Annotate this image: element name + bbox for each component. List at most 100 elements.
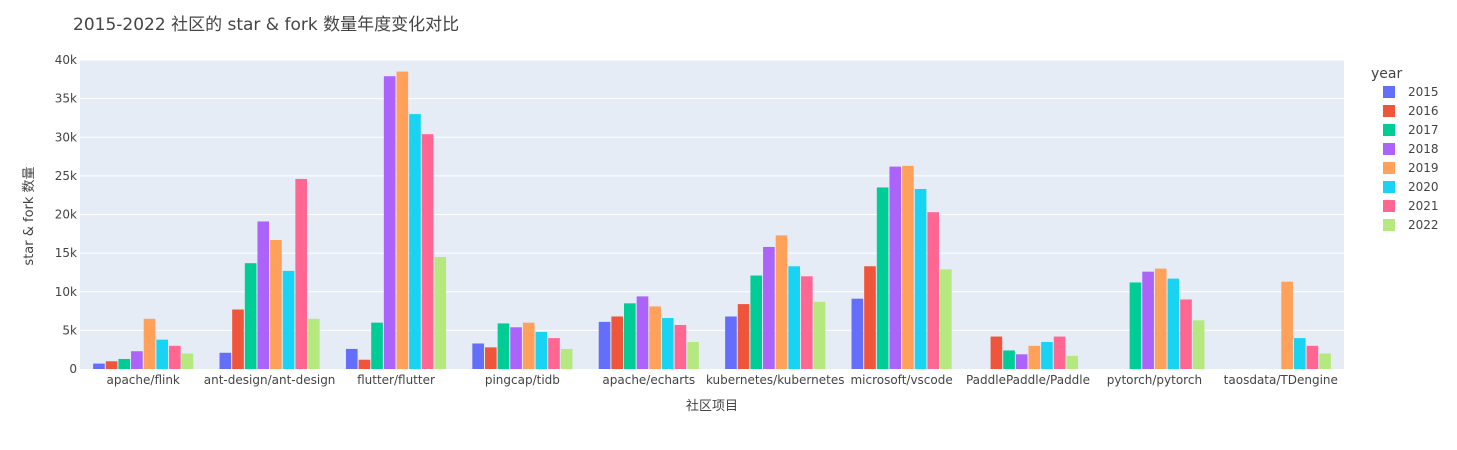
- bar-2016[interactable]: [611, 316, 624, 369]
- x-tick-label: kubernetes/kubernetes: [706, 373, 845, 387]
- bar-2015[interactable]: [598, 321, 611, 369]
- y-tick-label: 5k: [62, 323, 77, 337]
- bar-2020[interactable]: [156, 339, 168, 369]
- bar-2017[interactable]: [118, 358, 131, 369]
- bar-2020[interactable]: [1041, 341, 1053, 369]
- y-tick-label: 30k: [55, 130, 77, 144]
- bar-2020[interactable]: [409, 114, 421, 369]
- bar-2020[interactable]: [282, 270, 295, 369]
- bar-2020[interactable]: [788, 266, 800, 369]
- bar-2021[interactable]: [168, 345, 181, 369]
- bar-2022[interactable]: [308, 318, 320, 369]
- legend-swatch-2018[interactable]: [1383, 143, 1395, 155]
- bar-2015[interactable]: [472, 343, 484, 369]
- bar-2020[interactable]: [1293, 338, 1306, 369]
- bar-2021[interactable]: [1053, 336, 1066, 369]
- bar-2016[interactable]: [484, 347, 497, 369]
- bar-2022[interactable]: [560, 348, 573, 369]
- bar-2018[interactable]: [510, 327, 522, 369]
- bar-2019[interactable]: [396, 71, 409, 370]
- plot-area: [80, 59, 1344, 370]
- bar-2015[interactable]: [345, 348, 358, 369]
- bar-2019[interactable]: [1028, 345, 1041, 369]
- legend-label-2020[interactable]: 2020: [1408, 180, 1439, 194]
- bar-2019[interactable]: [522, 322, 535, 369]
- bar-2022[interactable]: [181, 353, 194, 369]
- bar-2017[interactable]: [750, 275, 763, 369]
- bar-2018[interactable]: [1142, 271, 1154, 369]
- bar-2020[interactable]: [914, 189, 927, 369]
- bar-2020[interactable]: [661, 318, 674, 369]
- bar-2019[interactable]: [1154, 268, 1167, 369]
- y-tick-label: 25k: [55, 169, 77, 183]
- bar-2018[interactable]: [257, 221, 270, 369]
- bar-2022[interactable]: [940, 269, 952, 369]
- bar-2015[interactable]: [93, 363, 105, 369]
- x-axis: apache/flink ant-design/ant-design flutter…: [106, 373, 1337, 387]
- bar-2022[interactable]: [1319, 353, 1331, 369]
- bar-2021[interactable]: [674, 324, 687, 369]
- legend-label-2018[interactable]: 2018: [1408, 142, 1439, 156]
- bar-2021[interactable]: [295, 178, 308, 369]
- bar-2018[interactable]: [1015, 354, 1028, 369]
- x-tick-label: flutter/flutter: [357, 373, 435, 387]
- legend-label-2017[interactable]: 2017: [1408, 123, 1439, 137]
- legend-swatch-2020[interactable]: [1383, 181, 1395, 193]
- bar-2018[interactable]: [763, 246, 775, 369]
- bar-2016[interactable]: [737, 304, 750, 369]
- bar-2021[interactable]: [800, 276, 813, 369]
- bar-2020[interactable]: [535, 331, 548, 369]
- legend-swatch-2016[interactable]: [1383, 105, 1395, 117]
- bar-2020[interactable]: [1167, 278, 1180, 369]
- bar-2016[interactable]: [105, 361, 118, 369]
- bar-2015[interactable]: [725, 316, 737, 369]
- legend-swatch-2021[interactable]: [1383, 200, 1395, 212]
- bar-2019[interactable]: [143, 318, 156, 369]
- bar-2022[interactable]: [1192, 320, 1205, 369]
- legend-swatch-2017[interactable]: [1383, 124, 1395, 136]
- bar-2021[interactable]: [548, 338, 560, 369]
- legend-swatch-2019[interactable]: [1383, 162, 1395, 174]
- bar-2017[interactable]: [244, 263, 257, 369]
- bar-2017[interactable]: [371, 322, 383, 369]
- bar-2022[interactable]: [434, 256, 447, 369]
- bar-2022[interactable]: [1066, 355, 1079, 369]
- bar-2021[interactable]: [1306, 345, 1319, 369]
- bar-2018[interactable]: [131, 351, 143, 369]
- bar-2021[interactable]: [1180, 299, 1192, 369]
- legend-label-2019[interactable]: 2019: [1408, 161, 1439, 175]
- bar-2016[interactable]: [990, 336, 1003, 369]
- legend-label-2015[interactable]: 2015: [1408, 85, 1439, 99]
- bar-2017[interactable]: [497, 323, 510, 369]
- bar-2021[interactable]: [421, 134, 434, 369]
- bar-2018[interactable]: [383, 76, 396, 369]
- bar-2016[interactable]: [358, 359, 371, 369]
- legend-label-2022[interactable]: 2022: [1408, 218, 1439, 232]
- legend-label-2021[interactable]: 2021: [1408, 199, 1439, 213]
- bar-2019[interactable]: [775, 235, 788, 369]
- bar-2019[interactable]: [902, 165, 914, 369]
- bar-2016[interactable]: [232, 309, 244, 369]
- legend-label-2016[interactable]: 2016: [1408, 104, 1439, 118]
- x-tick-label: pytorch/pytorch: [1107, 373, 1202, 387]
- bar-2017[interactable]: [876, 187, 889, 369]
- bar-2019[interactable]: [649, 306, 661, 369]
- y-tick-label: 40k: [55, 53, 77, 67]
- legend-swatch-2022[interactable]: [1383, 219, 1395, 231]
- legend-swatch-2015[interactable]: [1383, 86, 1395, 98]
- bar-2018[interactable]: [636, 296, 649, 369]
- bar-2018[interactable]: [889, 166, 902, 369]
- bar-2021[interactable]: [927, 212, 940, 369]
- bar-2017[interactable]: [624, 303, 636, 369]
- bar-2019[interactable]: [270, 239, 282, 369]
- x-tick-label: apache/echarts: [602, 373, 695, 387]
- bar-2016[interactable]: [864, 266, 876, 369]
- bar-2019[interactable]: [1281, 281, 1293, 369]
- bar-2022[interactable]: [687, 341, 699, 369]
- bar-2017[interactable]: [1129, 282, 1142, 369]
- bar-2022[interactable]: [813, 301, 826, 369]
- bar-2017[interactable]: [1003, 350, 1015, 369]
- bar-2015[interactable]: [219, 352, 232, 369]
- bar-2015[interactable]: [851, 298, 864, 369]
